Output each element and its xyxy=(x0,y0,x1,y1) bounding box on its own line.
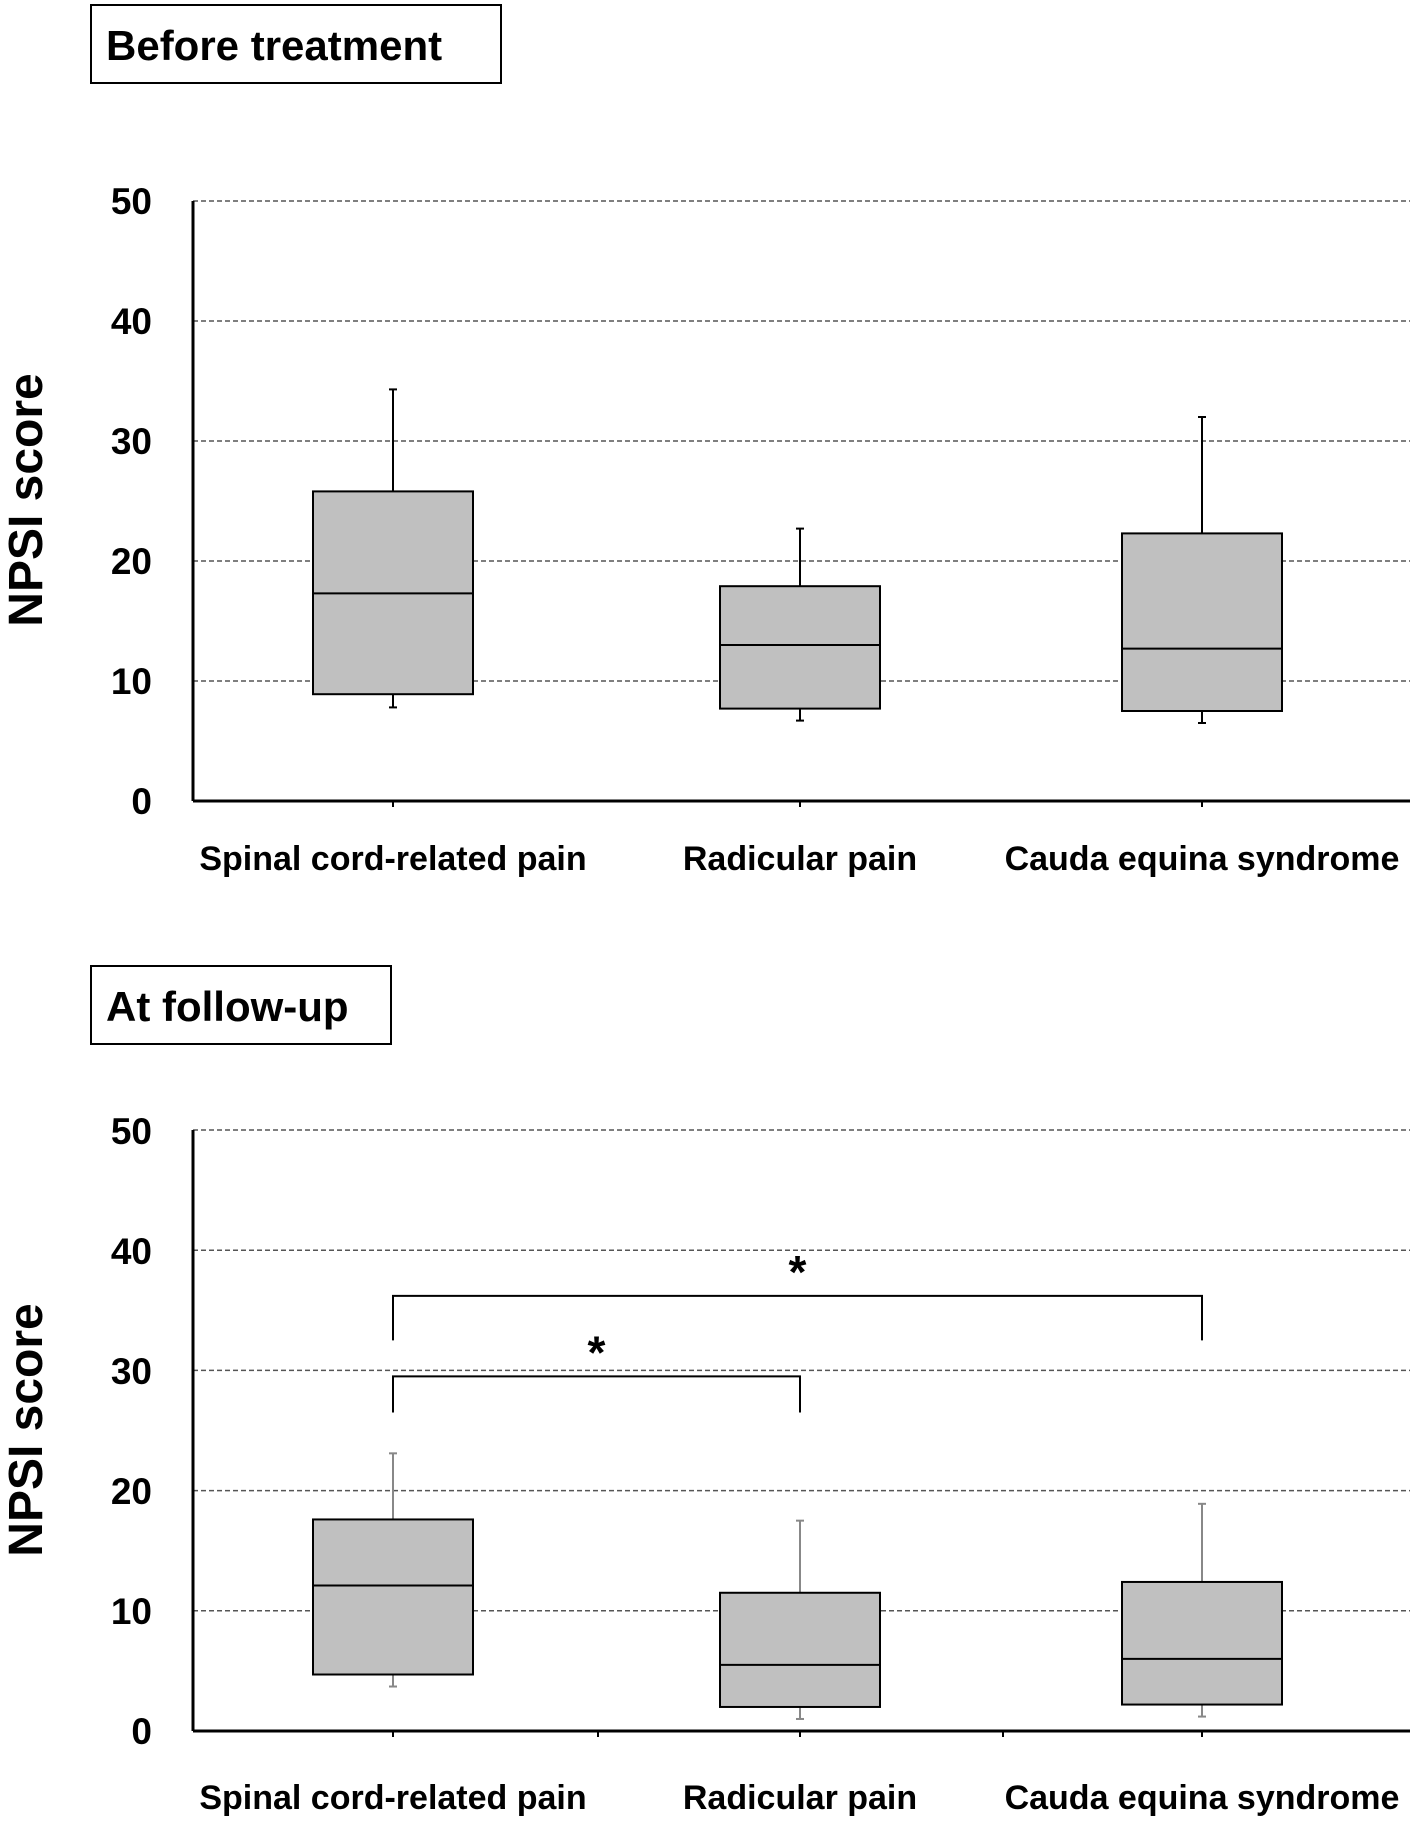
y-tick-label: 20 xyxy=(111,1471,152,1512)
significance-star: * xyxy=(588,1326,606,1378)
iqr-box xyxy=(1121,1580,1283,1706)
significance-bracket xyxy=(392,1294,1203,1341)
x-category-label: Cauda equina syndrome xyxy=(1005,1779,1400,1817)
y-tick-label: 0 xyxy=(131,1711,152,1752)
significance-bracket xyxy=(392,1375,801,1413)
y-axis-label: NPSI score xyxy=(0,1303,53,1556)
y-tick-label: 30 xyxy=(111,421,152,462)
y-tick-label: 30 xyxy=(111,1351,152,1392)
y-tick-label: 0 xyxy=(131,781,152,822)
panel-title-box xyxy=(90,965,392,1045)
y-tick-label: 50 xyxy=(111,1111,152,1152)
y-tick-label: 10 xyxy=(111,661,152,702)
x-category-labels: Spinal cord-related pain Radicular pain … xyxy=(199,1779,1399,1817)
iqr-box xyxy=(312,1518,474,1676)
significance-star: * xyxy=(789,1246,807,1298)
y-tick-label: 10 xyxy=(111,1591,152,1632)
x-category-label: Spinal cord-related pain xyxy=(199,1779,586,1817)
y-tick-labels: 0 10 20 30 40 50 xyxy=(111,181,152,822)
y-tick-label: 40 xyxy=(111,1231,152,1272)
panel-before-treatment: Before treatment NPSI score 0 10 20 30 4… xyxy=(0,4,1410,878)
x-category-label: Cauda equina syndrome xyxy=(1005,840,1400,878)
y-tick-label: 40 xyxy=(111,301,152,342)
significance-brackets: ** xyxy=(392,1246,1203,1413)
y-tick-label: 20 xyxy=(111,541,152,582)
y-tick-labels: 0 10 20 30 40 50 xyxy=(111,1111,152,1752)
x-category-label: Radicular pain xyxy=(683,840,917,878)
x-category-label: Radicular pain xyxy=(683,1779,917,1817)
iqr-box xyxy=(719,1591,881,1708)
y-axis-label: NPSI score xyxy=(0,373,53,626)
x-category-labels: Spinal cord-related pain Radicular pain … xyxy=(199,840,1399,878)
panel-at-follow-up: At follow-up NPSI score ** 0 10 20 30 40… xyxy=(0,965,1410,1817)
x-category-label: Spinal cord-related pain xyxy=(199,840,586,878)
box-plots xyxy=(312,1452,1283,1737)
box-plots xyxy=(312,388,1283,807)
iqr-box xyxy=(719,585,881,710)
y-tick-label: 50 xyxy=(111,181,152,222)
panel-title: Before treatment xyxy=(106,22,442,69)
panel-title: At follow-up xyxy=(106,983,349,1030)
iqr-box xyxy=(1121,532,1283,713)
panel-title-box xyxy=(90,4,502,84)
